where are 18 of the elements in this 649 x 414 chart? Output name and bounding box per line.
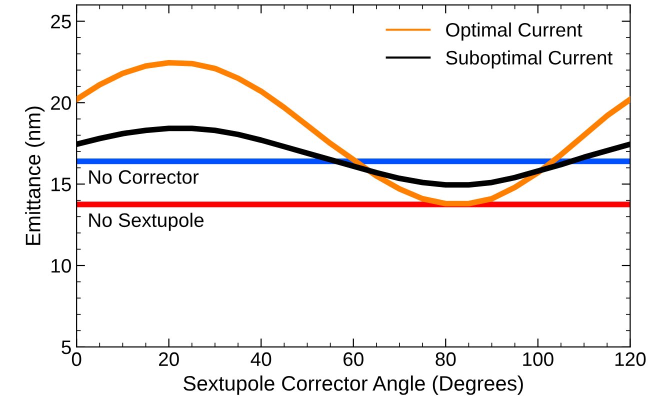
x-tick-label: 20 bbox=[159, 352, 179, 366]
y-tick-label: 5 bbox=[62, 340, 71, 354]
legend-label: Suboptimal Current bbox=[446, 50, 613, 68]
x-tick-label: 120 bbox=[615, 352, 646, 366]
x-tick-label: 40 bbox=[250, 352, 272, 366]
x-tick-label: 0 bbox=[72, 352, 82, 366]
x-tick-label: 60 bbox=[344, 352, 364, 366]
y-tick-label: 20 bbox=[51, 96, 71, 110]
y-axis-title: Emittance (nm) bbox=[25, 106, 45, 245]
ref-line-label: No Sextupole bbox=[89, 212, 204, 231]
y-tick-label: 15 bbox=[52, 178, 71, 192]
x-tick-label: 80 bbox=[436, 352, 456, 366]
ref-line-label: No Corrector bbox=[89, 170, 199, 184]
x-tick-label: 100 bbox=[523, 352, 554, 366]
legend-label: Optimal Current bbox=[446, 22, 582, 41]
y-tick-label: 10 bbox=[52, 258, 71, 273]
x-axis-title: Sextupole Corrector Angle (Degrees) bbox=[184, 375, 523, 395]
y-tick-label: 25 bbox=[51, 14, 71, 28]
